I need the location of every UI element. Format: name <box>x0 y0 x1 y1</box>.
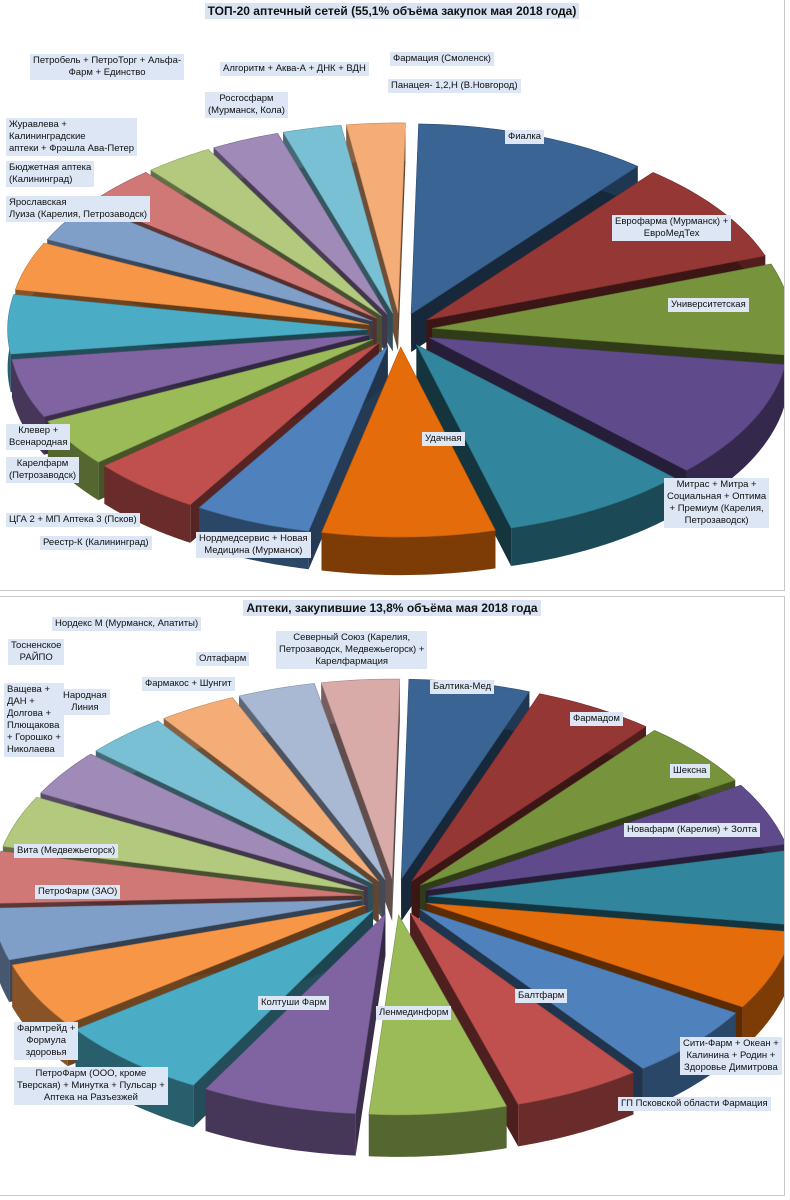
slice-label: Фиалка <box>505 130 545 144</box>
slice-label: Петробель + ПетроТорг + Альфа- Фарм + Ед… <box>30 54 185 80</box>
slice-label: Журавлева + Калининградские аптеки + Фрэ… <box>6 118 138 156</box>
slice-label: Удачная <box>422 432 465 446</box>
slice-label: ЦГА 2 + МП Аптека 3 (Псков) <box>6 513 140 527</box>
slice-label: Реестр-К (Калининград) <box>40 536 152 550</box>
slice-label: ГП Псковской области Фармация <box>618 1097 771 1111</box>
slice-label: Сити-Фарм + Океан + Калинина + Родин + З… <box>680 1037 782 1075</box>
slice-label: Клевер + Всенародная <box>6 424 71 450</box>
slice-label: Северный Союз (Карелия, Петрозаводск, Ме… <box>276 631 428 669</box>
pie-slice <box>205 913 386 1156</box>
chart-panel-top20: ТОП-20 аптечный сетей (55,1% объёма заку… <box>0 0 785 591</box>
slice-label: Тосненское РАЙПО <box>8 639 65 665</box>
slice-label: Росгосфарм (Мурманск, Кола) <box>205 92 288 118</box>
slice-label: Фармация (Смоленск) <box>390 52 494 66</box>
slice-label: Ярославская Луиза (Карелия, Петрозаводск… <box>6 196 151 222</box>
slice-label: Колтуши Фарм <box>258 996 330 1010</box>
slice-label: Карелфарм (Петрозаводск) <box>6 457 80 483</box>
slice-label: ПетроФарм (ООО, кроме Тверская) + Минутк… <box>14 1067 168 1105</box>
pie-slice <box>198 345 389 570</box>
slice-label: Шексна <box>670 764 710 778</box>
slice-label: Балтика-Мед <box>430 680 495 694</box>
slice-label: Ващева + ДАН + Долгова + Плющакова + Гор… <box>4 683 64 757</box>
slice-label: Алгоритм + Аква-А + ДНК + ВДН <box>220 62 369 76</box>
slice-label: Университетская <box>668 298 749 312</box>
slice-label: Панацея- 1,2,Н (В.Новгород) <box>388 79 521 93</box>
pie-chart-top20 <box>7 122 784 576</box>
chart-panel-others: Аптеки, закупившие 13,8% объёма мая 2018… <box>0 596 785 1196</box>
slice-label: Фармакос + Шунгит <box>142 677 235 691</box>
chart-title: Аптеки, закупившие 13,8% объёма мая 2018… <box>0 600 784 616</box>
slice-label: Ленмединформ <box>376 1006 452 1020</box>
slice-label: Вита (Медвежьегорск) <box>14 844 119 858</box>
chart-title: ТОП-20 аптечный сетей (55,1% объёма заку… <box>0 3 784 19</box>
slice-label: Фармадом <box>570 712 623 726</box>
slice-label: Фармтрейд + Формула здоровья <box>14 1022 79 1060</box>
pie-slice <box>415 344 675 567</box>
slice-label: Нордмедсервис + Новая Медицина (Мурманск… <box>196 532 311 558</box>
slice-label: ПетроФарм (ЗАО) <box>35 885 121 899</box>
slice-label: Бюджетная аптека (Калининград) <box>6 161 95 187</box>
slice-label: Олтафарм <box>196 652 250 666</box>
slice-label: Еврофарма (Мурманск) + ЕвроМедТех <box>612 215 732 241</box>
pie-slice <box>321 346 496 576</box>
slice-label: Новафарм (Карелия) + Золта <box>624 823 761 837</box>
slice-label: Балтфарм <box>515 989 568 1003</box>
slice-label: Нордекс М (Мурманск, Апатиты) <box>52 617 202 631</box>
slice-label: Митрас + Митра + Социальная + Оптима + П… <box>664 478 770 528</box>
slice-label: Народная Линия <box>60 689 110 715</box>
